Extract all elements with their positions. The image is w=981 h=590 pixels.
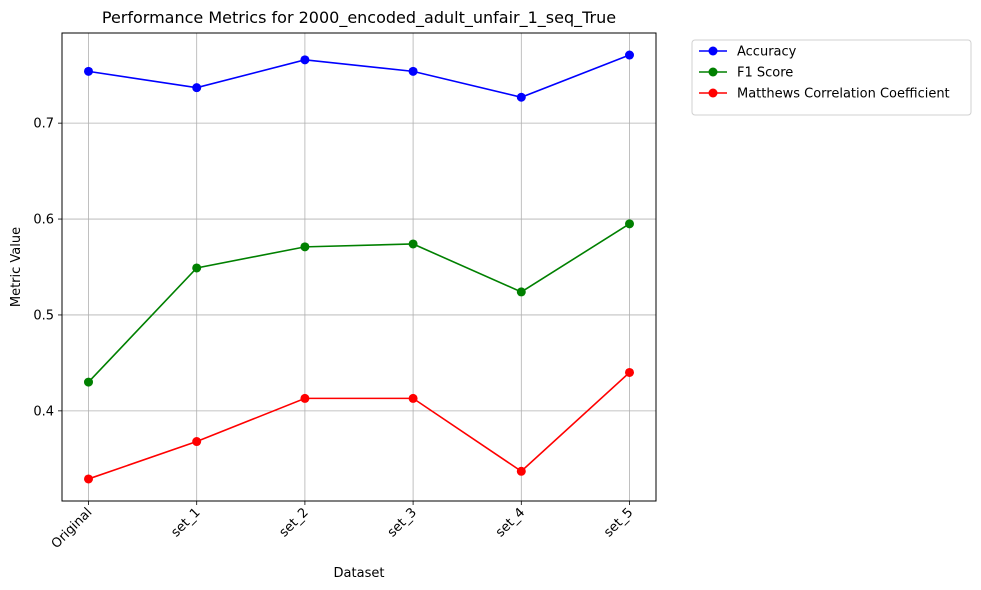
- legend-label-accuracy: Accuracy: [737, 45, 797, 60]
- x-tick-label: set_2: [277, 505, 312, 540]
- y-tick-label: 0.5: [33, 308, 54, 323]
- data-point-f1-score: [625, 219, 634, 229]
- data-point-f1-score: [84, 377, 93, 387]
- legend-swatch-marker-f1-score: [708, 67, 718, 77]
- data-point-matthews-correlation-coefficient: [300, 393, 310, 403]
- legend: Accuracy F1 Score Matthews Correlation Coe…: [691, 39, 972, 116]
- series-line-f1-score: [87, 223, 630, 383]
- x-tick-label: set_5: [601, 505, 636, 540]
- series-group: [84, 50, 634, 484]
- data-point-accuracy: [300, 55, 310, 65]
- chart-title: Performance Metrics for 2000_encoded_adu…: [102, 8, 616, 28]
- series-matthews-correlation-coefficient: [84, 367, 634, 484]
- series-accuracy: [84, 50, 634, 102]
- data-point-matthews-correlation-coefficient: [84, 474, 93, 484]
- series-line-accuracy: [88, 54, 630, 99]
- legend-box: [691, 39, 972, 116]
- grid: [62, 33, 656, 501]
- data-point-f1-score: [192, 263, 202, 273]
- axis-ticks: Original set_1 set_2 set_3 set_4 set_5 0.4 0.5 0…: [33, 117, 636, 552]
- y-tick-label: 0.6: [33, 213, 54, 228]
- data-point-accuracy: [408, 66, 418, 76]
- y-tick-label: 0.4: [33, 404, 54, 419]
- data-point-accuracy: [84, 66, 93, 76]
- data-point-f1-score: [516, 287, 526, 297]
- data-point-accuracy: [516, 92, 526, 102]
- data-point-matthews-correlation-coefficient: [408, 393, 418, 403]
- data-point-matthews-correlation-coefficient: [192, 437, 202, 447]
- data-point-f1-score: [408, 239, 418, 249]
- data-point-matthews-correlation-coefficient: [516, 466, 526, 476]
- data-point-accuracy: [192, 83, 202, 93]
- x-tick-label: set_1: [168, 505, 203, 540]
- y-axis-label: Metric Value: [9, 227, 24, 307]
- y-tick-label: 0.7: [33, 117, 54, 132]
- legend-swatch-marker-matthews-correlation-coefficient: [708, 88, 718, 98]
- plot-area-frame: [61, 32, 657, 502]
- data-point-f1-score: [300, 242, 310, 252]
- data-point-matthews-correlation-coefficient: [625, 367, 634, 377]
- x-axis-label: Dataset: [334, 566, 385, 581]
- data-point-accuracy: [625, 50, 634, 60]
- series-f1-score: [84, 219, 634, 387]
- x-tick-label: set_4: [493, 505, 528, 540]
- legend-swatch-marker-accuracy: [708, 46, 718, 56]
- legend-label-f1-score: F1 Score: [737, 66, 793, 81]
- series-line-matthews-correlation-coefficient: [88, 371, 631, 480]
- x-tick-label: set_3: [385, 505, 420, 540]
- legend-label-matthews-correlation-coefficient: Matthews Correlation Coefficient: [737, 87, 950, 102]
- x-tick-label: Original: [49, 505, 96, 552]
